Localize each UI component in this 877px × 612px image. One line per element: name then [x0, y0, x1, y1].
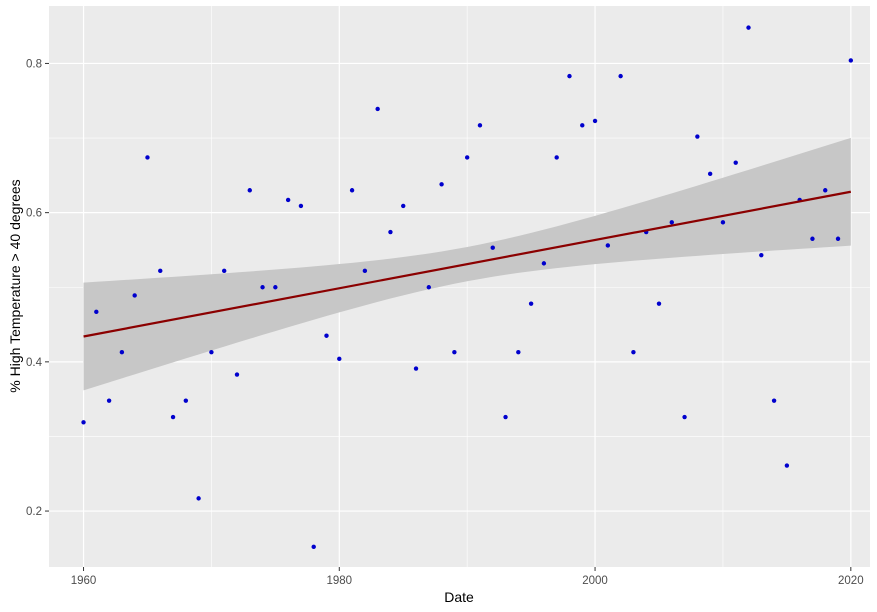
- data-point: [145, 155, 150, 160]
- data-point: [656, 301, 662, 306]
- y-axis-title: % High Temperature > 40 degrees: [7, 179, 23, 392]
- data-point: [183, 398, 189, 403]
- data-point: [196, 496, 201, 501]
- data-point: [413, 366, 419, 371]
- x-tick-label: 1960: [71, 575, 97, 587]
- data-point: [324, 333, 329, 338]
- data-point: [477, 123, 483, 128]
- data-points: [81, 25, 854, 550]
- data-point: [631, 349, 636, 355]
- data-point: [605, 243, 611, 248]
- data-point: [247, 188, 252, 193]
- data-point: [401, 203, 406, 209]
- data-point: [528, 301, 534, 306]
- x-tick-label: 2020: [838, 575, 864, 587]
- data-point: [426, 285, 432, 290]
- data-point: [516, 349, 521, 355]
- data-point: [94, 309, 99, 315]
- data-point: [464, 155, 470, 160]
- data-point: [759, 252, 764, 258]
- data-point: [669, 220, 674, 225]
- data-point: [349, 188, 355, 193]
- data-point: [707, 171, 713, 177]
- data-point: [337, 356, 342, 362]
- data-point: [835, 236, 841, 241]
- data-point: [567, 73, 572, 79]
- minor-gridlines: [49, 6, 870, 567]
- data-point: [848, 58, 854, 63]
- y-tick-label: 0.8: [26, 58, 42, 70]
- data-point: [285, 197, 291, 203]
- data-point: [810, 236, 815, 241]
- y-tick-label: 0.2: [26, 506, 42, 518]
- data-point: [554, 155, 559, 160]
- data-point: [695, 134, 700, 139]
- data-point: [273, 285, 278, 290]
- data-point: [222, 268, 227, 274]
- data-point: [362, 268, 368, 274]
- data-point: [503, 414, 508, 420]
- data-point: [234, 372, 240, 377]
- y-tick-label: 0.4: [26, 357, 43, 369]
- data-point: [375, 106, 380, 112]
- data-point: [439, 182, 444, 187]
- data-point: [298, 203, 304, 209]
- data-point: [784, 463, 790, 468]
- data-point: [771, 398, 777, 403]
- data-point: [746, 25, 751, 30]
- data-point: [260, 285, 265, 290]
- y-tick-label: 0.6: [26, 208, 42, 220]
- x-tick-label: 1980: [326, 575, 352, 587]
- data-point: [490, 245, 495, 250]
- data-point: [132, 293, 137, 298]
- major-gridlines: [49, 6, 870, 567]
- x-axis-ticks: 1960 1980 2000 2020: [71, 567, 864, 587]
- data-point: [541, 261, 547, 266]
- data-point: [209, 349, 214, 355]
- data-point: [452, 349, 457, 355]
- data-point: [388, 229, 393, 235]
- data-point: [682, 414, 687, 420]
- data-point: [81, 420, 86, 425]
- y-axis-ticks: 0.2 0.4 0.6 0.8: [26, 58, 49, 518]
- data-point: [106, 398, 112, 403]
- x-tick-label: 2000: [582, 575, 608, 587]
- data-point: [158, 268, 163, 274]
- data-point: [733, 160, 738, 165]
- data-point: [170, 414, 176, 420]
- data-point: [119, 349, 125, 355]
- data-point: [823, 188, 828, 193]
- data-point: [311, 544, 316, 550]
- data-point: [720, 220, 726, 225]
- trend-line: [83, 190, 852, 338]
- x-axis-title: Date: [444, 589, 474, 605]
- data-point: [592, 118, 598, 124]
- data-point: [618, 73, 623, 79]
- data-point: [580, 123, 585, 128]
